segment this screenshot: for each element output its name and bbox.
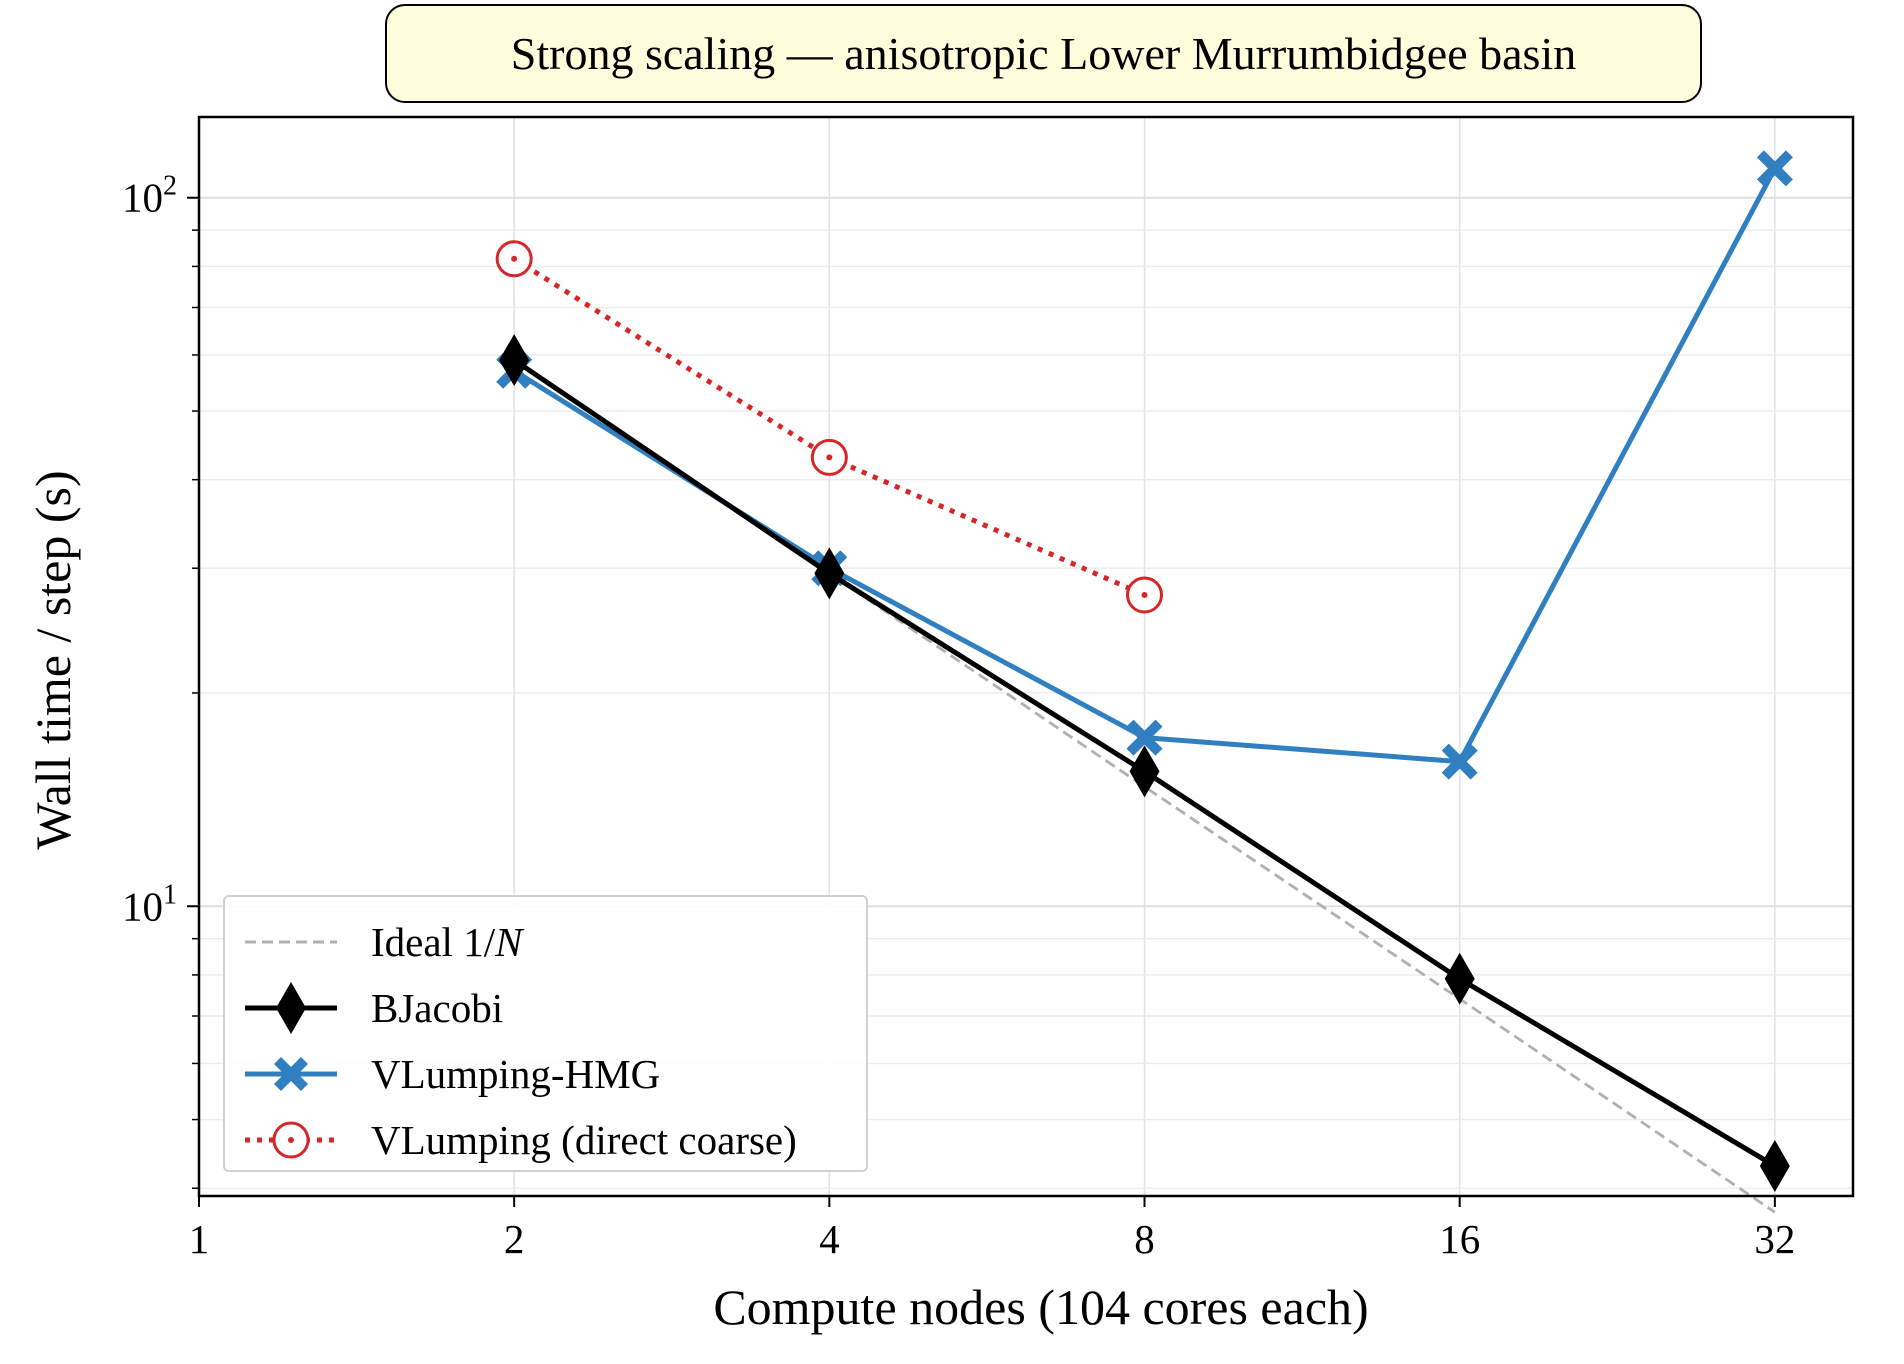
- y-tick-label: 102: [122, 171, 177, 221]
- series-bjacobi: [499, 334, 1790, 1192]
- data-point-vlumping-hmg: [1441, 743, 1478, 780]
- series-ideal-1-n: [513, 358, 1776, 1214]
- legend-label-vlumping-direct: VLumping (direct coarse): [371, 1117, 797, 1163]
- y-axis-label: Wall time / step (s): [25, 470, 81, 849]
- legend-label-bjacobi: BJacobi: [371, 985, 504, 1031]
- legend-label-ideal: Ideal 1/N: [371, 911, 522, 973]
- plot-frame: [197, 115, 1855, 1198]
- data-point-bjacobi: [499, 334, 530, 387]
- legend-swatch-vlumping-hmg: [245, 1057, 337, 1091]
- legend-entry-bjacobi: BJacobi: [225, 977, 866, 1039]
- x-tick-label: 2: [504, 1216, 525, 1262]
- x-tick-label: 32: [1754, 1216, 1795, 1262]
- legend-swatch-ideal: [245, 940, 337, 944]
- x-axis-label: Compute nodes (104 cores each): [713, 1279, 1368, 1335]
- series-line-ideal-1-n: [513, 358, 1776, 1214]
- legend-swatch-vlumping-direct: [245, 1121, 337, 1159]
- y-tick-label: 101: [122, 879, 177, 929]
- legend-entry-vlumping-hmg: VLumping-HMG: [225, 1043, 866, 1105]
- y-tick-label-exponent: 1: [163, 879, 177, 910]
- data-point-bjacobi: [1444, 952, 1475, 1005]
- data-point-center-vlumping-direct-coarse: [1141, 591, 1148, 598]
- x-tick-label: 8: [1134, 1216, 1155, 1262]
- data-point-bjacobi: [1129, 745, 1160, 798]
- y-tick-label-exponent: 2: [163, 171, 177, 202]
- data-point-center-vlumping-direct-coarse: [511, 255, 518, 262]
- x-tick-label: 1: [189, 1216, 210, 1262]
- x-tick-label: 16: [1439, 1216, 1480, 1262]
- y-tick-label-base: 10: [122, 175, 163, 221]
- legend-label-vlumping-hmg: VLumping-HMG: [371, 1051, 661, 1097]
- legend: Ideal 1/N BJacobi VLumping-HMG VLumping …: [223, 895, 868, 1172]
- x-axis-ticks: 1 2 4 8 16 32: [189, 1196, 1795, 1262]
- data-point-bjacobi: [814, 547, 845, 600]
- legend-label-ideal-text: Ideal 1/: [371, 919, 496, 965]
- data-point-vlumping-hmg: [1126, 719, 1163, 756]
- data-point-vlumping-hmg: [1756, 150, 1793, 187]
- legend-entry-vlumping-direct: VLumping (direct coarse): [225, 1109, 866, 1171]
- data-point-bjacobi: [1759, 1139, 1790, 1192]
- series-vlumping-direct-coarse: [495, 240, 1164, 614]
- y-tick-label-base: 10: [122, 883, 163, 929]
- series-layer: [495, 150, 1793, 1214]
- legend-label-ideal-n: N: [495, 919, 523, 965]
- chart-title: Strong scaling — anisotropic Lower Murru…: [385, 4, 1702, 103]
- legend-swatch-bjacobi: [245, 982, 337, 1034]
- x-tick-label: 4: [819, 1216, 840, 1262]
- legend-entry-ideal: Ideal 1/N: [225, 911, 866, 973]
- data-point-center-vlumping-direct-coarse: [826, 454, 833, 461]
